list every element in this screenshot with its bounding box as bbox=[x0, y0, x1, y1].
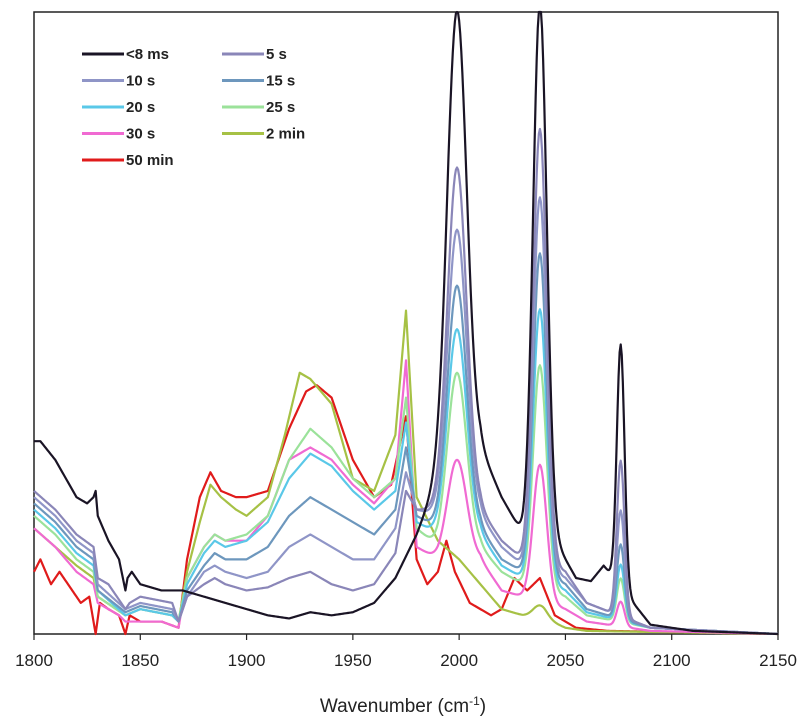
x-tick-label-0: 1800 bbox=[15, 651, 53, 670]
series-line-0 bbox=[33, 10, 779, 636]
legend-label-6: 30 s bbox=[126, 126, 155, 143]
legend-label-8: 50 min bbox=[126, 152, 174, 169]
legend-label-7: 2 min bbox=[266, 126, 305, 143]
series-line-6 bbox=[33, 359, 779, 636]
legend-label-0: <8 ms bbox=[126, 46, 169, 63]
series-layer bbox=[33, 10, 779, 636]
legend-label-1: 5 s bbox=[266, 46, 287, 63]
x-tick-label-4: 2000 bbox=[440, 651, 478, 670]
x-axis-title: Wavenumber (cm-1) bbox=[320, 694, 486, 717]
x-tick-label-7: 2150 bbox=[759, 651, 797, 670]
series-line-1 bbox=[33, 127, 779, 636]
legend: <8 ms 5 s 10 s 15 s 20 s 25 s 30 s 2 min 50 min bbox=[82, 46, 305, 169]
x-tick-label-6: 2100 bbox=[653, 651, 691, 670]
legend-label-5: 25 s bbox=[266, 99, 295, 116]
x-tick-label-5: 2050 bbox=[547, 651, 585, 670]
x-tick-label-1: 1850 bbox=[121, 651, 159, 670]
x-tick-label-3: 1950 bbox=[334, 651, 372, 670]
legend-label-4: 20 s bbox=[126, 99, 155, 116]
legend-label-3: 15 s bbox=[266, 73, 295, 90]
x-axis: 1800 1850 1900 1950 2000 2050 2100 2150 bbox=[15, 634, 797, 670]
x-tick-label-2: 1900 bbox=[228, 651, 266, 670]
legend-label-2: 10 s bbox=[126, 73, 155, 90]
